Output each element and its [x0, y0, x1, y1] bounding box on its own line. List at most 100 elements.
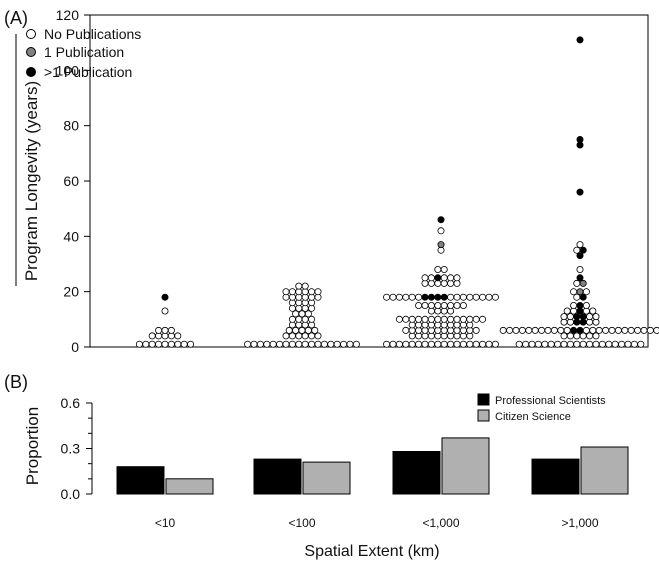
point: [472, 315, 480, 323]
bar-professional-scientists: [116, 466, 165, 495]
point: [627, 326, 635, 334]
point: [534, 340, 542, 348]
point: [415, 293, 423, 301]
point: [459, 315, 467, 323]
point: [579, 279, 587, 287]
legend-label-1-publication: 1 Publication: [44, 44, 124, 60]
point: [573, 313, 581, 321]
point: [402, 293, 410, 301]
point: [589, 307, 597, 315]
legend-marker-gt1-publication: [26, 67, 36, 77]
point: [592, 340, 600, 348]
point: [408, 293, 416, 301]
panel-a-legend: No Publications 1 Publication >1 Publica…: [26, 26, 141, 80]
point: [563, 326, 571, 334]
bar-citizen-science: [165, 478, 214, 495]
point: [311, 326, 319, 334]
point: [592, 313, 600, 321]
point: [174, 332, 182, 340]
point: [522, 340, 530, 348]
point: [269, 340, 277, 348]
point: [570, 288, 578, 296]
point: [340, 340, 348, 348]
point: [621, 326, 629, 334]
point: [288, 288, 296, 296]
point: [491, 293, 499, 301]
point: [624, 340, 632, 348]
point: [314, 288, 322, 296]
point: [440, 274, 448, 282]
x-axis-label: Spatial Extent (km): [304, 543, 439, 560]
point: [573, 246, 581, 254]
point: [640, 326, 648, 334]
legend-label-gt1-publication: >1 Publication: [44, 64, 132, 80]
point: [427, 301, 435, 309]
y-tick-label: 0: [71, 339, 79, 355]
category-labels: <10 <100 <1,000 >1,000: [155, 516, 599, 530]
legend-marker-1-publication: [26, 47, 36, 57]
panel-a-y-axis-label: Program Longevity (years): [22, 81, 41, 281]
point: [608, 326, 616, 334]
point: [434, 340, 442, 348]
point: [570, 301, 578, 309]
point: [518, 326, 526, 334]
panel-a-points: [135, 36, 659, 348]
point: [440, 301, 448, 309]
point: [447, 274, 455, 282]
point: [434, 265, 442, 273]
y-tick-label: 80: [63, 118, 79, 134]
point: [544, 326, 552, 334]
point: [576, 135, 584, 143]
point: [566, 340, 574, 348]
point: [576, 241, 584, 249]
point: [459, 340, 467, 348]
point: [427, 315, 435, 323]
point: [586, 340, 594, 348]
point: [453, 301, 461, 309]
point: [408, 315, 416, 323]
panel-a: (A) Program Longevity (years) 0 20 40 60 80 1…: [4, 7, 659, 355]
point: [592, 332, 600, 340]
point: [547, 340, 555, 348]
point: [395, 340, 403, 348]
bar-citizen-science: [580, 446, 629, 495]
point: [421, 274, 429, 282]
point: [437, 227, 445, 235]
point: [479, 293, 487, 301]
point: [611, 340, 619, 348]
point: [155, 326, 163, 334]
bar-citizen-science: [302, 461, 351, 495]
point: [402, 340, 410, 348]
y-tick-label: 0.6: [61, 395, 81, 411]
point: [395, 293, 403, 301]
panel-a-y-ticks: 0 20 40 60 80 100 120: [56, 7, 90, 355]
point: [586, 313, 594, 321]
y-tick-label: 100: [56, 62, 80, 78]
point: [491, 340, 499, 348]
panel-b: (B) Proportion 0.0 0.3 0.6 Professional Sc…: [4, 372, 629, 502]
point: [479, 340, 487, 348]
point: [472, 293, 480, 301]
point: [308, 288, 316, 296]
point: [187, 340, 195, 348]
y-tick-label: 0.3: [61, 441, 81, 457]
point: [320, 340, 328, 348]
point: [576, 36, 584, 44]
point: [161, 293, 169, 301]
point: [402, 315, 410, 323]
point: [427, 274, 435, 282]
point: [415, 301, 423, 309]
legend-label-no-publications: No Publications: [44, 26, 141, 42]
point: [525, 326, 533, 334]
point: [479, 315, 487, 323]
point: [570, 326, 578, 334]
y-tick-label: 20: [63, 284, 79, 300]
point: [135, 340, 143, 348]
point: [282, 340, 290, 348]
point: [560, 340, 568, 348]
point: [472, 326, 480, 334]
legend-swatch-professional-scientists: [477, 393, 490, 406]
point: [308, 315, 316, 323]
bar-professional-scientists: [531, 458, 580, 495]
